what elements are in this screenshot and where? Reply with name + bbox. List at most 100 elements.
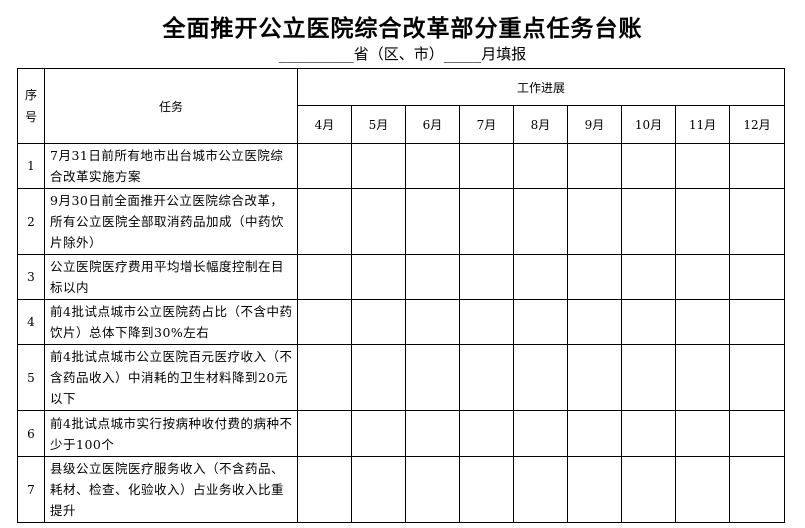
table-row: 4 前4批试点城市公立医院药占比（不含中药饮片）总体下降到30%左右	[17, 299, 786, 345]
progress-cell[interactable]	[459, 143, 514, 189]
progress-cell[interactable]	[621, 188, 676, 255]
progress-cell[interactable]	[728, 143, 786, 189]
progress-cell[interactable]	[675, 299, 730, 345]
table-row: 1 7月31日前所有地市出台城市公立医院综合改革实施方案	[17, 143, 786, 189]
progress-cell[interactable]	[675, 143, 730, 189]
progress-cell[interactable]	[297, 456, 352, 523]
progress-cell[interactable]	[459, 188, 514, 255]
table-row: 3 公立医院医疗费用平均增长幅度控制在目标以内	[17, 254, 786, 300]
progress-cell[interactable]	[513, 410, 568, 457]
table-row: 2 9月30日前全面推开公立医院综合改革，所有公立医院全部取消药品加成（中药饮片除…	[17, 188, 786, 255]
progress-cell[interactable]	[459, 254, 514, 300]
progress-cell[interactable]	[621, 143, 676, 189]
progress-cell[interactable]	[297, 299, 352, 345]
progress-cell[interactable]	[513, 456, 568, 523]
header-month: 4月	[297, 105, 352, 144]
progress-cell[interactable]	[297, 143, 352, 189]
row-seq: 3	[17, 254, 45, 300]
progress-cell[interactable]	[728, 254, 786, 300]
progress-cell[interactable]	[567, 143, 622, 189]
header-month: 12月	[728, 105, 786, 144]
header-progress: 工作进展	[296, 68, 786, 106]
progress-cell[interactable]	[297, 410, 352, 457]
progress-cell[interactable]	[567, 254, 622, 300]
progress-cell[interactable]	[513, 143, 568, 189]
progress-cell[interactable]	[405, 188, 460, 255]
progress-cell[interactable]	[405, 410, 460, 457]
header-month: 5月	[351, 105, 406, 144]
progress-cell[interactable]	[297, 188, 352, 255]
row-task: 县级公立医院医疗服务收入（不含药品、耗材、检查、化验收入）占业务收入比重提升	[44, 456, 298, 523]
progress-cell[interactable]	[621, 410, 676, 457]
progress-cell[interactable]	[567, 456, 622, 523]
row-task: 9月30日前全面推开公立医院综合改革，所有公立医院全部取消药品加成（中药饮片除外…	[44, 188, 298, 255]
progress-cell[interactable]	[351, 188, 406, 255]
header-seq: 序号	[17, 68, 45, 144]
progress-cell[interactable]	[621, 344, 676, 411]
header-month: 7月	[459, 105, 514, 144]
progress-cell[interactable]	[513, 254, 568, 300]
progress-cell[interactable]	[351, 456, 406, 523]
row-task: 公立医院医疗费用平均增长幅度控制在目标以内	[44, 254, 298, 300]
progress-cell[interactable]	[459, 410, 514, 457]
row-task: 前4批试点城市公立医院百元医疗收入（不含药品收入）中消耗的卫生材料降到20元以下	[44, 344, 298, 411]
progress-cell[interactable]	[567, 188, 622, 255]
row-seq: 2	[17, 188, 45, 255]
progress-cell[interactable]	[728, 188, 786, 255]
progress-cell[interactable]	[351, 299, 406, 345]
progress-cell[interactable]	[675, 410, 730, 457]
row-seq: 4	[17, 299, 45, 345]
header-month: 6月	[405, 105, 460, 144]
progress-cell[interactable]	[351, 344, 406, 411]
progress-cell[interactable]	[728, 299, 786, 345]
progress-cell[interactable]	[297, 344, 352, 411]
header-seq-line2: 号	[24, 110, 37, 124]
progress-cell[interactable]	[459, 344, 514, 411]
progress-cell[interactable]	[351, 410, 406, 457]
header-seq-line1: 序	[24, 88, 37, 102]
header-month: 8月	[513, 105, 568, 144]
header-month: 10月	[621, 105, 676, 144]
progress-cell[interactable]	[459, 299, 514, 345]
document-title: 全面推开公立医院综合改革部分重点任务台账	[162, 15, 643, 42]
table-row: 6 前4批试点城市实行按病种收付费的病种不少于100个	[17, 410, 786, 457]
progress-cell[interactable]	[567, 344, 622, 411]
progress-cell[interactable]	[405, 254, 460, 300]
progress-cell[interactable]	[728, 344, 786, 411]
progress-cell[interactable]	[621, 299, 676, 345]
progress-cell[interactable]	[405, 143, 460, 189]
row-seq: 1	[17, 143, 45, 189]
progress-cell[interactable]	[567, 410, 622, 457]
progress-cell[interactable]	[405, 456, 460, 523]
row-task: 7月31日前所有地市出台城市公立医院综合改革实施方案	[44, 143, 298, 189]
progress-cell[interactable]	[351, 143, 406, 189]
progress-cell[interactable]	[675, 344, 730, 411]
progress-cell[interactable]	[513, 344, 568, 411]
progress-cell[interactable]	[513, 188, 568, 255]
row-task: 前4批试点城市实行按病种收付费的病种不少于100个	[44, 410, 298, 457]
progress-cell[interactable]	[459, 456, 514, 523]
header-month: 11月	[675, 105, 730, 144]
header-task: 任务	[44, 68, 298, 144]
task-ledger-table: 序号 任务 工作进展 4月 5月 6月 7月 8月 9月 10月 11月 12月 1 7月31日前…	[17, 68, 786, 523]
table-row: 7 县级公立医院医疗服务收入（不含药品、耗材、检查、化验收入）占业务收入比重提升	[17, 456, 786, 523]
progress-cell[interactable]	[728, 456, 786, 523]
progress-cell[interactable]	[621, 456, 676, 523]
progress-cell[interactable]	[297, 254, 352, 300]
progress-cell[interactable]	[675, 456, 730, 523]
progress-cell[interactable]	[351, 254, 406, 300]
progress-cell[interactable]	[675, 188, 730, 255]
progress-cell[interactable]	[621, 254, 676, 300]
row-seq: 5	[17, 344, 45, 411]
table-row: 5 前4批试点城市公立医院百元医疗收入（不含药品收入）中消耗的卫生材料降到20元以…	[17, 344, 786, 411]
row-seq: 7	[17, 456, 45, 523]
progress-cell[interactable]	[567, 299, 622, 345]
progress-cell[interactable]	[728, 410, 786, 457]
document-subtitle: __________省（区、市）_____月填报	[278, 45, 527, 63]
progress-cell[interactable]	[513, 299, 568, 345]
progress-cell[interactable]	[675, 254, 730, 300]
progress-cell[interactable]	[405, 344, 460, 411]
progress-cell[interactable]	[405, 299, 460, 345]
header-month: 9月	[567, 105, 622, 144]
row-seq: 6	[17, 410, 45, 457]
